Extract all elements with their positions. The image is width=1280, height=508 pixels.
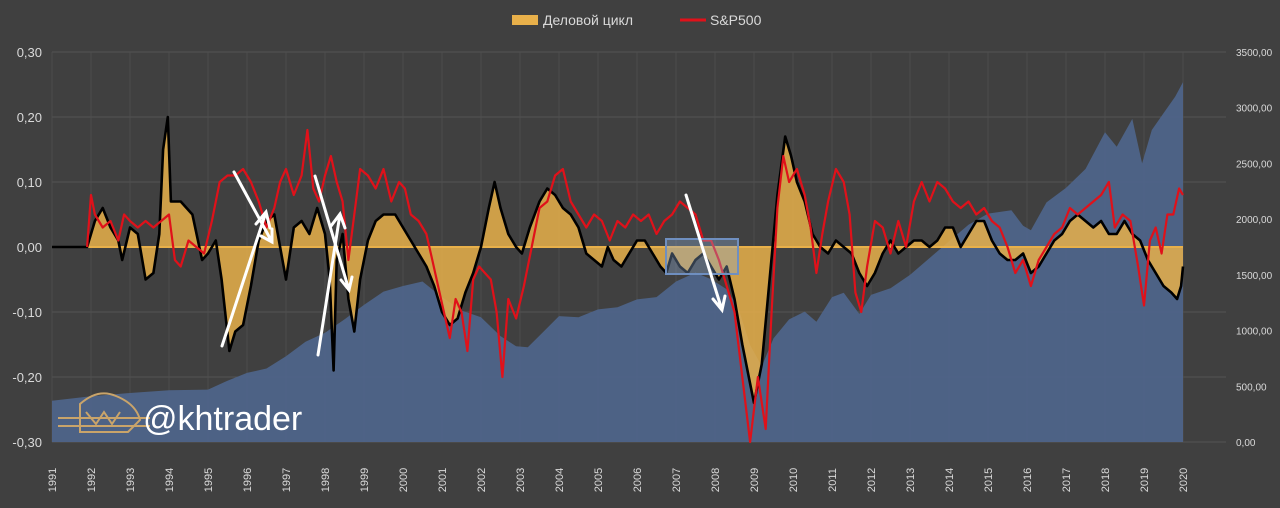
x-tick-label: 2020 <box>1178 468 1190 492</box>
business-cycle-line <box>52 115 1185 405</box>
x-tick-label: 2011 <box>827 468 839 492</box>
x-tick-label: 1994 <box>164 468 176 492</box>
y-right-tick-label: 2000,00 <box>1236 215 1273 226</box>
highlight-box <box>665 238 739 275</box>
x-tick-label: 1995 <box>203 468 215 492</box>
x-tick-label: 2004 <box>554 468 566 492</box>
business-cycle-layer <box>52 115 1185 405</box>
y-left-tick-label: 0,10 <box>17 175 42 190</box>
y-right-tick-label: 2500,00 <box>1236 159 1273 170</box>
sp500-line <box>86 128 1184 444</box>
y-left-tick-label: -0,30 <box>12 435 42 450</box>
x-tick-label: 2017 <box>1061 468 1073 492</box>
x-tick-label: 2001 <box>437 468 449 492</box>
x-tick-label: 1998 <box>320 468 332 492</box>
x-tick-label: 1993 <box>125 468 137 492</box>
y-left-tick-label: 0,20 <box>17 110 42 125</box>
x-tick-label: 2018 <box>1100 468 1112 492</box>
x-tick-label: 2002 <box>476 468 488 492</box>
x-tick-label: 2014 <box>944 468 956 492</box>
y-right-tick-label: 1500,00 <box>1236 271 1273 282</box>
x-tick-label: 2012 <box>866 468 878 492</box>
arrow-up-1998 <box>316 210 347 357</box>
legend-label-sp500: S&P500 <box>710 12 762 28</box>
x-tick-label: 2010 <box>788 468 800 492</box>
y-left-tick-label: 0,00 <box>17 240 42 255</box>
legend-label-cycle: Деловой цикл <box>543 12 633 28</box>
x-tick-label: 2009 <box>749 468 761 492</box>
y-right-tick-label: 0,00 <box>1236 438 1256 449</box>
arrows <box>220 170 727 357</box>
y-right-tick-label: 3000,00 <box>1236 104 1273 115</box>
arrow-down-2007 <box>684 193 727 314</box>
x-tick-label: 1991 <box>47 468 59 492</box>
logo-icon <box>58 392 150 433</box>
sp500-line-layer <box>86 128 1184 444</box>
x-tick-label: 1996 <box>242 468 254 492</box>
x-tick-label: 2016 <box>1022 468 1034 492</box>
x-tick-label: 2007 <box>671 468 683 492</box>
watermark: @khtrader <box>58 392 302 438</box>
watermark-text: @khtrader <box>143 400 302 438</box>
y-right-tick-label: 500,00 <box>1236 382 1267 393</box>
legend-swatch-cycle <box>512 15 538 25</box>
y-right-tick-label: 1000,00 <box>1236 327 1273 338</box>
y-left-tick-label: 0,30 <box>17 45 42 60</box>
arrow-down-1998 <box>313 174 354 294</box>
y-right-tick-label: 3500,00 <box>1236 48 1273 59</box>
x-tick-label: 2008 <box>710 468 722 492</box>
x-tick-label: 1997 <box>281 468 293 492</box>
legend: Деловой цикл S&P500 <box>512 12 762 28</box>
x-tick-label: 2005 <box>593 468 605 492</box>
x-tick-label: 1999 <box>359 468 371 492</box>
business-cycle-fill <box>52 117 1183 403</box>
x-tick-label: 1992 <box>86 468 98 492</box>
x-tick-label: 2003 <box>515 468 527 492</box>
x-tick-label: 2015 <box>983 468 995 492</box>
x-tick-label: 2019 <box>1139 468 1151 492</box>
axes: 0,30 0,20 0,10 0,00 -0,10 -0,20 -0,30 3500,00 30… <box>12 45 1272 492</box>
x-tick-label: 2013 <box>905 468 917 492</box>
x-tick-label: 2000 <box>398 468 410 492</box>
x-tick-label: 2006 <box>632 468 644 492</box>
y-left-tick-label: -0,20 <box>12 370 42 385</box>
arrow-down-1996 <box>232 170 274 245</box>
y-left-tick-label: -0,10 <box>12 305 42 320</box>
annotation-layer <box>220 170 739 357</box>
